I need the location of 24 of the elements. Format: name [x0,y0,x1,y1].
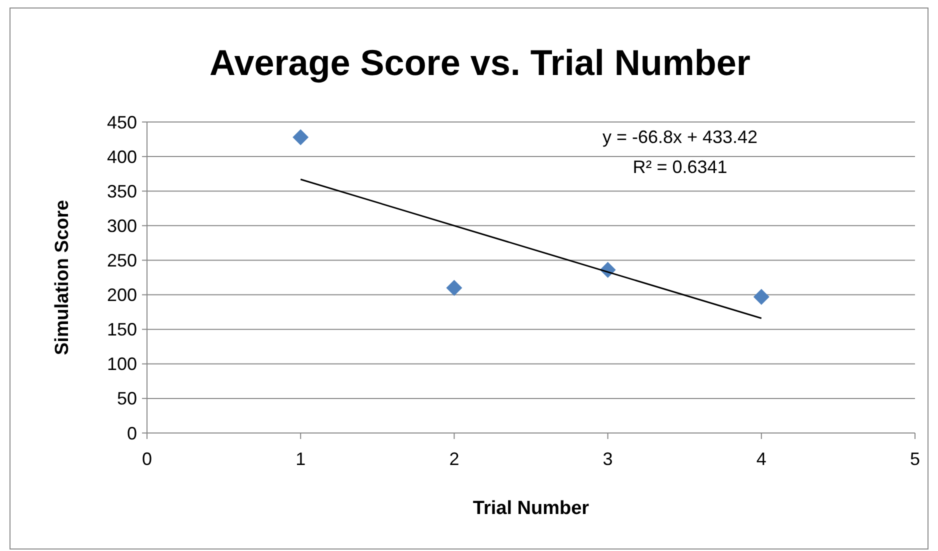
point [446,280,462,296]
x-axis-title: Trial Number [472,498,590,519]
x-tick-label: 1 [296,449,306,469]
y-tick-label: 250 [106,250,137,271]
annotation: R² = 0.6341 [632,157,728,177]
point [292,129,309,146]
x-tick-label: 4 [756,449,766,469]
y-tick-label: 100 [106,354,137,374]
y-tick-label: 300 [106,216,137,236]
y-tick-label: 350 [106,181,137,202]
point [753,288,770,305]
y-tick-label: 50 [116,388,137,409]
x-tick-label: 3 [602,449,613,469]
x-tick-label: 0 [142,449,152,469]
y-axis-title: Simulation Score [52,200,73,356]
x-tick-label: 5 [910,449,920,469]
y-tick-label: 450 [106,112,137,132]
chart-title: Average Score vs. Trial Number [210,42,750,83]
y-tick-label: 0 [126,423,137,444]
x-tick-label: 2 [449,449,460,469]
y-tick-label: 200 [106,285,137,306]
annotation: y = -66.8x + 433.42 [602,127,758,147]
y-tick-label: 150 [106,320,137,340]
y-tick-label: 400 [106,146,137,167]
